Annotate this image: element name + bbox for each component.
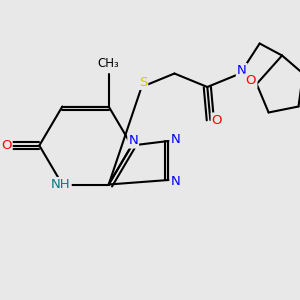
Text: CH₃: CH₃ <box>98 56 120 70</box>
Text: O: O <box>212 113 222 127</box>
Text: S: S <box>139 76 147 89</box>
Text: N: N <box>237 64 247 77</box>
Text: O: O <box>1 139 12 152</box>
Text: NH: NH <box>51 178 71 191</box>
Text: N: N <box>171 133 181 146</box>
Text: H: H <box>248 74 256 88</box>
Text: N: N <box>171 175 181 188</box>
Text: O: O <box>245 74 255 88</box>
Text: N: N <box>128 134 138 148</box>
